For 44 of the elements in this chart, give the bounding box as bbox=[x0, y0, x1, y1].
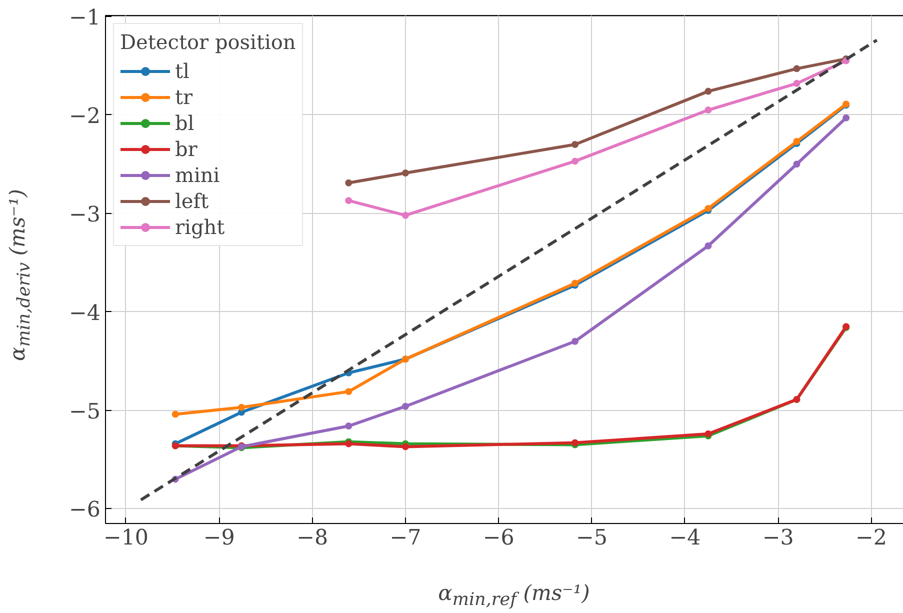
x-tick-label: −9 bbox=[203, 526, 235, 550]
point bbox=[793, 160, 800, 168]
y-tick-label: −6 bbox=[69, 498, 101, 523]
point bbox=[793, 80, 800, 87]
legend-label: tr bbox=[175, 85, 194, 109]
point bbox=[842, 114, 850, 122]
point bbox=[704, 106, 712, 114]
y-tick-label: −5 bbox=[69, 399, 101, 424]
x-axis-title: α$_{min,ref}$ (ms⁻¹) bbox=[437, 580, 591, 612]
point bbox=[172, 410, 179, 418]
point bbox=[345, 179, 352, 186]
point bbox=[402, 402, 409, 410]
x-tick-label: −8 bbox=[296, 526, 328, 550]
point bbox=[238, 404, 246, 411]
x-tick-label: −4 bbox=[669, 526, 701, 550]
legend-label: right bbox=[175, 215, 225, 239]
point bbox=[345, 197, 352, 204]
point bbox=[704, 242, 712, 250]
x-tick-label: −10 bbox=[103, 526, 149, 550]
point bbox=[704, 88, 712, 95]
x-tick-label: −2 bbox=[856, 526, 887, 550]
x-tick-label: −5 bbox=[576, 526, 608, 550]
x-tick-label: −3 bbox=[762, 526, 794, 550]
point bbox=[572, 140, 579, 148]
legend-label: br bbox=[175, 137, 198, 161]
point bbox=[402, 170, 409, 177]
x-tick-label: −7 bbox=[390, 526, 422, 550]
point bbox=[402, 212, 409, 219]
y-tick-label: −4 bbox=[69, 300, 101, 326]
point bbox=[345, 388, 352, 396]
y-tick-label: −2 bbox=[69, 104, 101, 129]
point bbox=[402, 443, 409, 450]
legend-label: tl bbox=[175, 59, 190, 83]
x-tick-label: −6 bbox=[482, 526, 514, 550]
y-tick-label: −3 bbox=[69, 202, 101, 228]
legend-label: bl bbox=[175, 111, 195, 135]
legend-title: Detector position bbox=[120, 30, 296, 54]
legend-label: mini bbox=[175, 163, 220, 187]
point bbox=[793, 65, 800, 72]
legend-label: left bbox=[175, 189, 209, 213]
point bbox=[572, 158, 579, 165]
point bbox=[345, 422, 352, 430]
y-tick-label: −1 bbox=[69, 5, 101, 30]
point bbox=[572, 338, 579, 345]
